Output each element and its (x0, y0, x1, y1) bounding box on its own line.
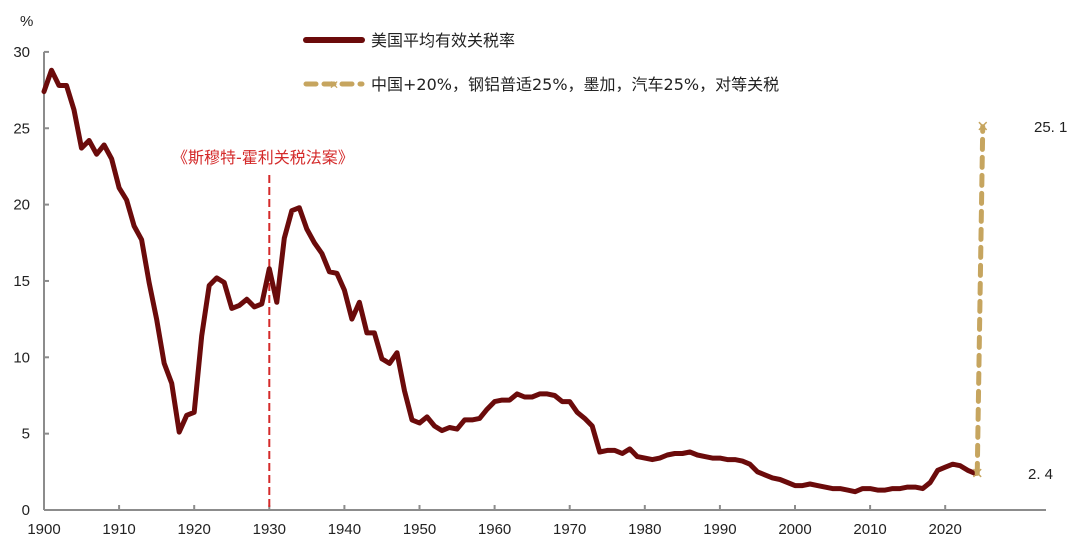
x-tick-label: 1960 (478, 521, 511, 538)
x-tick-label: 2020 (929, 521, 962, 538)
x-tick-label: 2010 (853, 521, 886, 538)
high-value-label: 25. 1 (1034, 119, 1067, 136)
y-unit-label: % (20, 13, 33, 30)
x-axis: 1900 1910 1920 1930 1940 1950 1960 1970 1980 1990… (27, 505, 1046, 538)
x-tick-label: 1920 (178, 521, 211, 538)
y-tick-label: 0 (22, 502, 30, 519)
legend-item-projected-tariff: ✕ 中国+20%，钢铝普适25%，墨加，汽车25%，对等关税 (303, 75, 779, 94)
legend-x-marker-icon: ✕ (329, 78, 339, 92)
y-axis: 0 5 10 15 20 25 30 (13, 44, 49, 519)
x-tick-label: 1900 (27, 521, 60, 538)
series-effective-tariff-line (41, 67, 978, 495)
y-tick-label: 20 (13, 197, 30, 214)
legend: 美国平均有效关税率 ✕ 中国+20%，钢铝普适25%，墨加，汽车25%，对等关税 (303, 31, 779, 94)
x-tick-label: 1980 (628, 521, 661, 538)
projected-dashed-line (974, 124, 986, 476)
x-tick-label: 1930 (253, 521, 286, 538)
y-tick-label: 15 (13, 273, 30, 290)
y-tick-label: 10 (13, 349, 30, 366)
x-tick-label: 2000 (778, 521, 811, 538)
x-tick-label: 1970 (553, 521, 586, 538)
low-value-label: 2. 4 (1028, 466, 1053, 483)
x-tick-label: 1990 (703, 521, 736, 538)
smoot-hawley-label: 《斯穆特-霍利关税法案》 (172, 148, 354, 167)
series-projected-tariff-line: ✕✕ (971, 118, 989, 483)
x-tick-label: 1950 (403, 521, 436, 538)
legend-label-effective-tariff: 美国平均有效关税率 (371, 31, 515, 50)
x-marker-icon: ✕ (976, 118, 989, 136)
y-tick-label: 30 (13, 44, 30, 61)
x-tick-label: 1940 (328, 521, 361, 538)
x-marker-icon: ✕ (971, 464, 984, 482)
y-tick-label: 5 (22, 426, 30, 443)
effective-tariff-polyline (41, 67, 978, 495)
y-tick-label: 25 (13, 120, 30, 137)
legend-label-projected-tariff: 中国+20%，钢铝普适25%，墨加，汽车25%，对等关税 (371, 75, 779, 94)
x-tick-label: 1910 (102, 521, 135, 538)
legend-item-effective-tariff: 美国平均有效关税率 (303, 31, 515, 50)
